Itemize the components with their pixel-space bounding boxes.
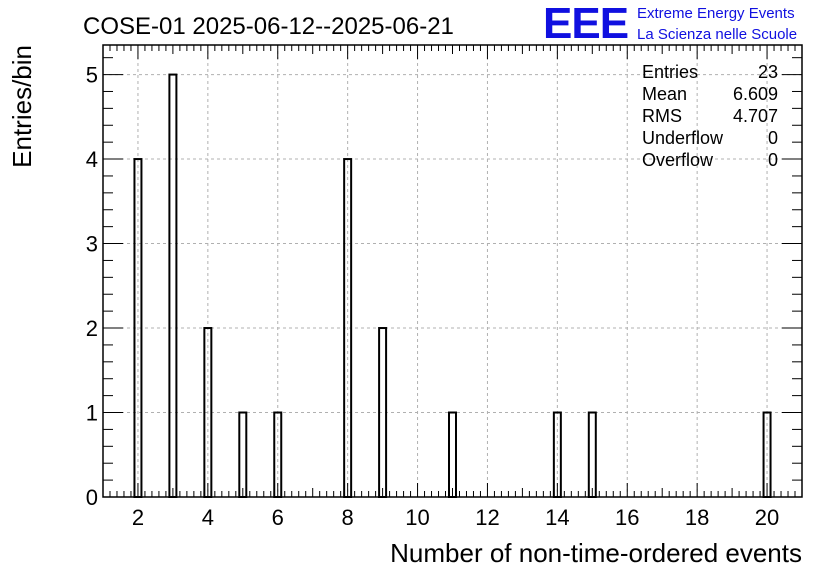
stats-box: Entries 23 Mean 6.609 RMS 4.707 Underflow 0 Over… [642, 62, 778, 170]
stats-label: Overflow [642, 150, 714, 170]
x-tick-label: 8 [342, 505, 354, 530]
stats-label: Mean [642, 84, 687, 104]
stats-value: 0 [768, 128, 778, 148]
y-tick-label: 0 [86, 485, 98, 510]
y-tick-label: 5 [86, 63, 98, 88]
chart-title: COSE-01 2025-06-12--2025-06-21 [83, 13, 454, 40]
stats-value: 6.609 [733, 84, 778, 104]
histogram-bar [238, 411, 248, 498]
stats-value: 0 [768, 150, 778, 170]
logo-line-2: La Scienza nelle Scuole [637, 26, 797, 43]
x-axis-label: Number of non-time-ordered events [390, 538, 802, 568]
grid [103, 45, 802, 497]
x-tick-label: 12 [475, 505, 499, 530]
stats-value: 23 [758, 62, 778, 82]
x-tick-label: 14 [545, 505, 569, 530]
histogram-bar [168, 73, 178, 498]
y-axis-label: Entries/bin [7, 45, 37, 168]
stats-label: Underflow [642, 128, 724, 148]
x-tick-label: 2 [132, 505, 144, 530]
histogram-bar [448, 411, 457, 498]
eee-logo-mark: EEE [543, 0, 628, 48]
y-tick-label: 3 [86, 232, 98, 257]
logo-line-1: Extreme Energy Events [637, 5, 795, 22]
x-tick-label: 18 [685, 505, 709, 530]
x-tick-label: 16 [615, 505, 639, 530]
stats-label: Entries [642, 62, 698, 82]
stats-value: 4.707 [733, 106, 778, 126]
y-tick-label: 2 [86, 316, 98, 341]
x-tick-label: 4 [202, 505, 214, 530]
x-tick-label: 10 [405, 505, 429, 530]
histogram-bar [587, 411, 597, 498]
stats-label: RMS [642, 106, 682, 126]
x-tick-label: 20 [755, 505, 779, 530]
y-tick-label: 1 [86, 401, 98, 426]
x-tick-label: 6 [272, 505, 284, 530]
y-tick-label: 4 [86, 147, 98, 172]
eee-logo: EEE Extreme Energy Events La Scienza nel… [543, 0, 797, 48]
